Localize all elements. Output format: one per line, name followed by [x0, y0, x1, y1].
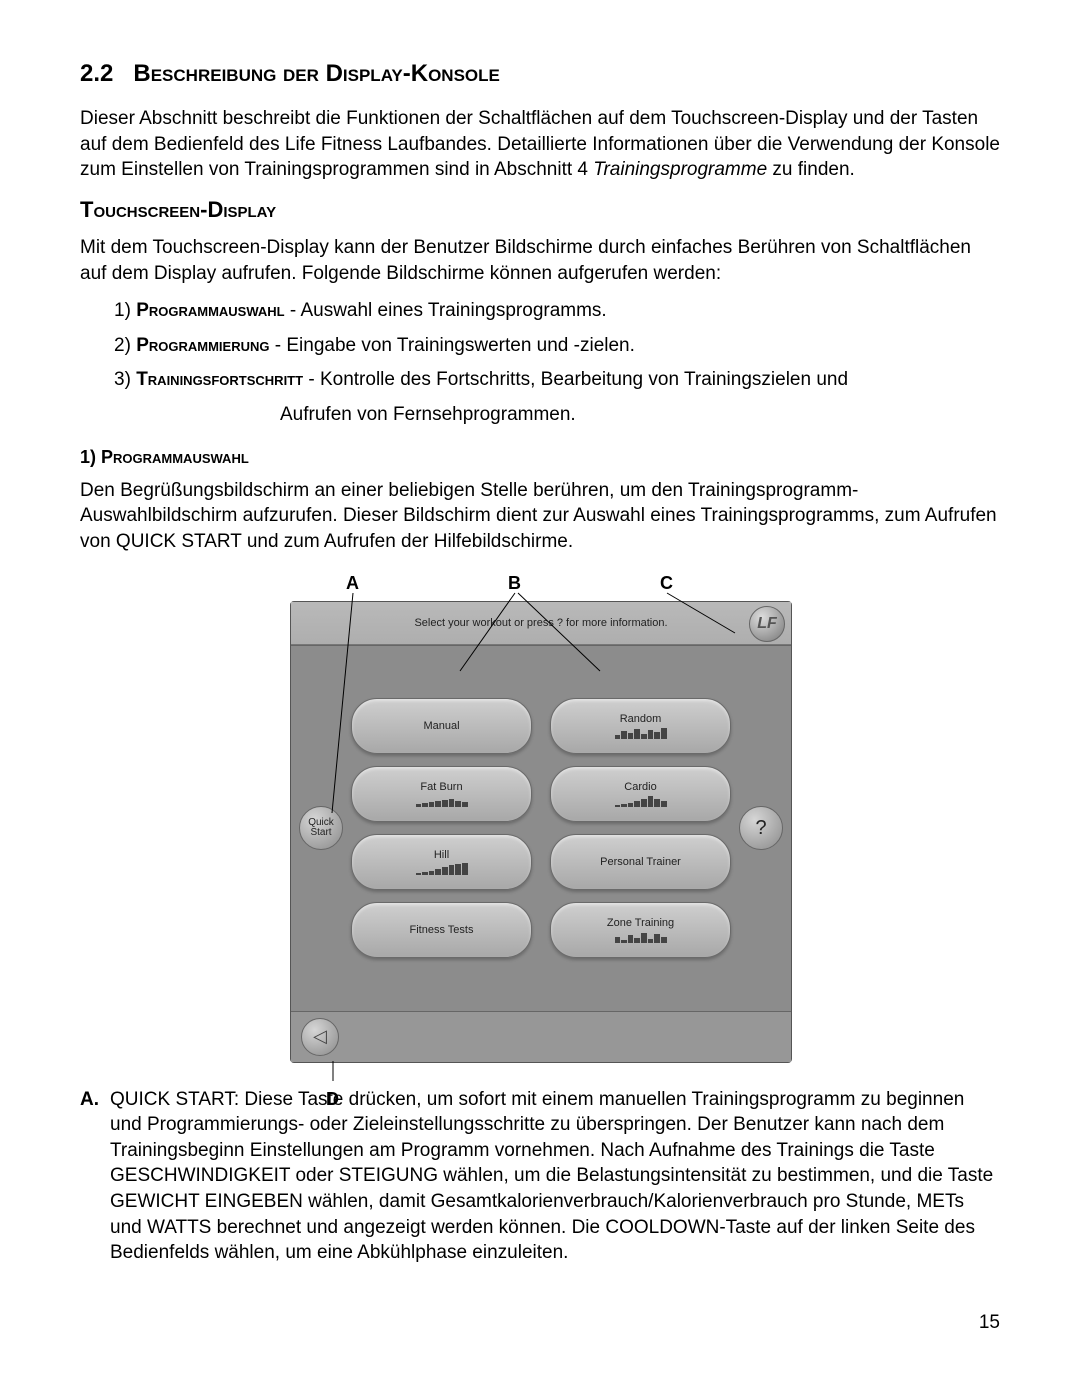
section-title-text: Beschreibung der Display-Konsole [133, 60, 499, 87]
mini-graph-icon [416, 795, 468, 807]
list-num: 1) [114, 300, 131, 321]
description-list: A. QUICK START: Diese Taste drücken, um … [80, 1087, 1000, 1266]
mini-graph-icon [615, 727, 667, 739]
program-label: Cardio [624, 781, 656, 793]
intro-italic: Trainingsprogramme [593, 159, 767, 180]
program-button-personal-trainer[interactable]: Personal Trainer [550, 834, 731, 890]
screen-footer: ◁ [291, 1012, 791, 1062]
callout-d: D [290, 1089, 339, 1110]
list-item: 3) Trainingsfortschritt - Kontrolle des … [114, 367, 1000, 394]
description-item-a: A. QUICK START: Diese Taste drücken, um … [80, 1087, 1000, 1266]
mini-graph-icon [416, 863, 468, 875]
intro-text-2: zu finden. [767, 159, 855, 180]
touchscreen-list: 1) Programmauswahl - Auswahl eines Train… [80, 298, 1000, 394]
list-item-3-cont: Aufrufen von Fernsehprogrammen. [80, 402, 1000, 429]
program-button-hill[interactable]: Hill [351, 834, 532, 890]
quick-start-button[interactable]: Quick Start [299, 806, 343, 850]
figure: A B C Select your workout or press ? for… [290, 573, 790, 1063]
figure-container: A B C Select your workout or press ? for… [80, 573, 1000, 1063]
list-caps: Programmauswahl [136, 300, 284, 321]
program-label: Fitness Tests [410, 924, 474, 936]
list-num: 3) [114, 369, 131, 390]
callout-c: C [660, 573, 673, 594]
help-button[interactable]: ? [739, 806, 783, 850]
callout-a: A [346, 573, 359, 594]
program-label: Fat Burn [420, 781, 462, 793]
list-rest: - Auswahl eines Trainingsprogramms. [285, 300, 607, 321]
program-label: Personal Trainer [600, 856, 681, 868]
list-item: 2) Programmierung - Eingabe von Training… [114, 333, 1000, 360]
callout-b: B [508, 573, 521, 594]
list-rest: - Kontrolle des Fortschritts, Bearbeitun… [303, 369, 848, 390]
screen-header-text: Select your workout or press ? for more … [414, 617, 667, 629]
section-number: 2.2 [80, 60, 113, 87]
intro-paragraph: Dieser Abschnitt beschreibt die Funktion… [80, 106, 1000, 183]
programmauswahl-intro: Den Begrüßungsbildschirm an einer belieb… [80, 478, 1000, 555]
program-label: Random [620, 713, 662, 725]
logo-icon: LF [749, 606, 785, 642]
intro-text-1: Dieser Abschnitt beschreibt die Funktion… [80, 108, 1000, 180]
touchscreen-heading: Touchscreen-Display [80, 197, 1000, 223]
touchscreen-mock: Select your workout or press ? for more … [290, 601, 792, 1063]
program-grid: Manual Random Fat Burn Cardio [351, 698, 731, 958]
list-rest: - Eingabe von Trainingswerten und -ziele… [269, 335, 634, 356]
back-button[interactable]: ◁ [301, 1018, 339, 1056]
screen-body: Quick Start Manual Random Fat Burn Cardi [291, 645, 791, 1012]
screen-header: Select your workout or press ? for more … [291, 602, 791, 645]
programmauswahl-heading: 1) Programmauswahl [80, 447, 1000, 468]
program-button-cardio[interactable]: Cardio [550, 766, 731, 822]
description-text: QUICK START: Diese Taste drücken, um sof… [110, 1087, 1000, 1266]
list-num: 2) [114, 335, 131, 356]
program-label: Hill [434, 849, 449, 861]
page-number: 15 [80, 1312, 1000, 1334]
list-item: 1) Programmauswahl - Auswahl eines Train… [114, 298, 1000, 325]
list-caps: Programmierung [136, 335, 269, 356]
mini-graph-icon [615, 795, 667, 807]
program-button-manual[interactable]: Manual [351, 698, 532, 754]
description-letter: A. [80, 1087, 110, 1266]
list-caps: Trainingsfortschritt [136, 369, 303, 390]
program-label: Manual [423, 720, 459, 732]
program-button-fitness-tests[interactable]: Fitness Tests [351, 902, 532, 958]
touchscreen-intro: Mit dem Touchscreen-Display kann der Ben… [80, 235, 1000, 286]
program-button-fatburn[interactable]: Fat Burn [351, 766, 532, 822]
program-label: Zone Training [607, 917, 674, 929]
mini-graph-icon [615, 931, 667, 943]
program-button-random[interactable]: Random [550, 698, 731, 754]
section-heading: 2.2 Beschreibung der Display-Konsole [80, 60, 1000, 88]
program-button-zone-training[interactable]: Zone Training [550, 902, 731, 958]
